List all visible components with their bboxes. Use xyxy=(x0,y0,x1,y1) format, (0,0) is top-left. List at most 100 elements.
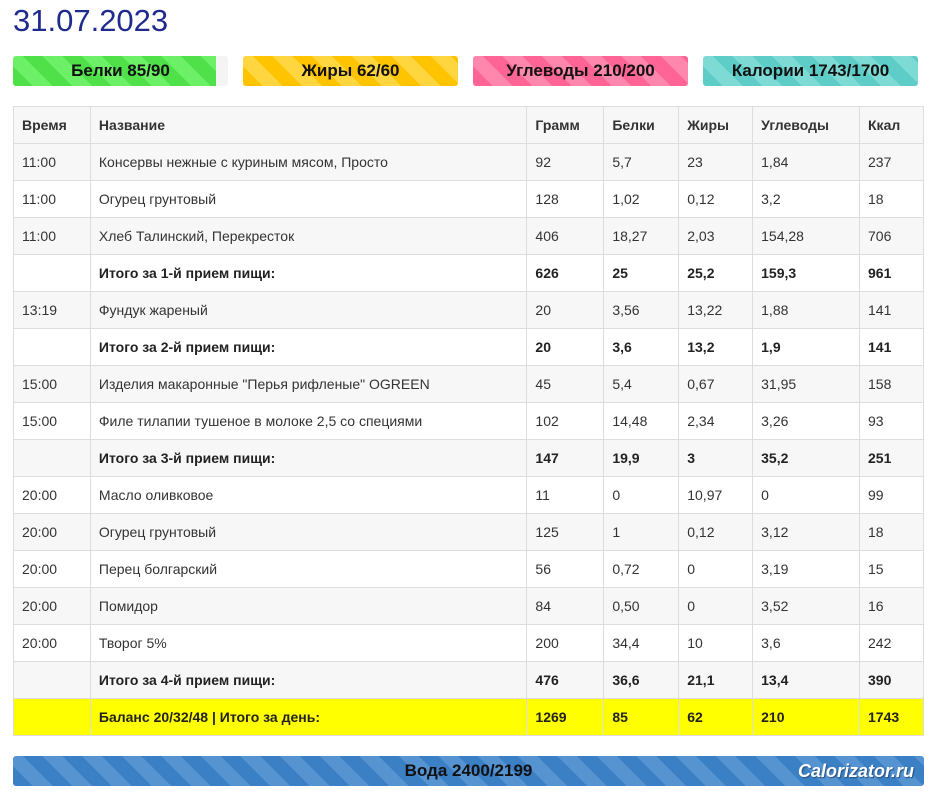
cell-name: Перец болгарский xyxy=(89,550,528,588)
cell-protein: 25 xyxy=(603,254,680,292)
cell-protein: 0 xyxy=(603,476,680,514)
water-progress-bar: Вода 2400/2199 Calorizator.ru xyxy=(13,756,924,786)
cell-time: 20:00 xyxy=(13,624,91,662)
cell-grams: 102 xyxy=(526,402,605,440)
cell-carbs: 1,84 xyxy=(752,143,861,181)
cell-fat: 10,97 xyxy=(678,476,754,514)
cell-protein: 1 xyxy=(603,513,680,551)
column-header-fat: Жиры xyxy=(678,106,754,144)
carbs-progress-bar: Углеводы 210/200 xyxy=(473,56,688,86)
cell-name: Филе тилапии тушеное в молоке 2,5 со спе… xyxy=(89,402,528,440)
cell-grams: 125 xyxy=(526,513,605,551)
cell-carbs: 0 xyxy=(752,476,861,514)
table-row: 20:00 Перец болгарский 56 0,72 0 3,19 15 xyxy=(13,550,924,588)
table-header-row: Время Название Грамм Белки Жиры Углеводы… xyxy=(13,106,924,144)
meal-subtotal-row: Итого за 3-й прием пищи: 147 19,9 3 35,2 251 xyxy=(13,439,924,477)
cell-time: 11:00 xyxy=(13,217,91,255)
column-header-grams: Грамм xyxy=(526,106,605,144)
table-row: 20:00 Творог 5% 200 34,4 10 3,6 242 xyxy=(13,624,924,662)
cell-protein: 0,50 xyxy=(603,587,680,625)
protein-progress-label: Белки 85/90 xyxy=(71,61,170,80)
cell-protein: 36,6 xyxy=(603,661,680,699)
column-header-kcal: Ккал xyxy=(859,106,924,144)
cell-grams: 476 xyxy=(526,661,605,699)
cell-name: Огурец грунтовый xyxy=(89,513,528,551)
cell-fat: 3 xyxy=(678,439,754,477)
cell-fat: 62 xyxy=(678,698,754,736)
cell-name: Итого за 1-й прием пищи: xyxy=(89,254,528,292)
cell-time: 20:00 xyxy=(13,587,91,625)
calories-progress-bar: Калории 1743/1700 xyxy=(703,56,918,86)
cell-grams: 200 xyxy=(526,624,605,662)
carbs-progress-label: Углеводы 210/200 xyxy=(506,61,655,80)
cell-kcal: 242 xyxy=(859,624,924,662)
cell-name: Творог 5% xyxy=(89,624,528,662)
cell-name: Масло оливковое xyxy=(89,476,528,514)
fat-progress-bar: Жиры 62/60 xyxy=(243,56,458,86)
fat-progress-label: Жиры 62/60 xyxy=(301,61,400,80)
brand-watermark: Calorizator.ru xyxy=(797,760,914,781)
table-row: 11:00 Консервы нежные с куриным мясом, Пр… xyxy=(13,143,924,181)
cell-carbs: 1,9 xyxy=(752,328,861,366)
cell-grams: 626 xyxy=(526,254,605,292)
cell-fat: 13,2 xyxy=(678,328,754,366)
cell-kcal: 706 xyxy=(859,217,924,255)
cell-fat: 23 xyxy=(678,143,754,181)
cell-time xyxy=(13,661,91,699)
protein-progress-bar: Белки 85/90 xyxy=(13,56,228,86)
cell-name: Итого за 2-й прием пищи: xyxy=(89,328,528,366)
cell-fat: 0,12 xyxy=(678,513,754,551)
cell-protein: 3,56 xyxy=(603,291,680,329)
cell-fat: 0 xyxy=(678,587,754,625)
cell-grams: 20 xyxy=(526,328,605,366)
cell-name: Изделия макаронные "Перья рифленые" OGRE… xyxy=(89,365,528,403)
cell-kcal: 237 xyxy=(859,143,924,181)
calories-progress-label: Калории 1743/1700 xyxy=(731,61,890,80)
table-row: 20:00 Масло оливковое 11 0 10,97 0 99 xyxy=(13,476,924,514)
cell-kcal: 18 xyxy=(859,513,924,551)
cell-fat: 13,22 xyxy=(678,291,754,329)
cell-name: Фундук жареный xyxy=(89,291,528,329)
cell-time: 20:00 xyxy=(13,513,91,551)
cell-fat: 2,03 xyxy=(678,217,754,255)
cell-carbs: 3,19 xyxy=(752,550,861,588)
cell-fat: 0 xyxy=(678,550,754,588)
cell-name: Итого за 4-й прием пищи: xyxy=(89,661,528,699)
cell-name: Помидор xyxy=(89,587,528,625)
meal-subtotal-row: Итого за 2-й прием пищи: 20 3,6 13,2 1,9 141 xyxy=(13,328,924,366)
table-row: 15:00 Изделия макаронные "Перья рифленые"… xyxy=(13,365,924,403)
cell-protein: 14,48 xyxy=(603,402,680,440)
column-header-time: Время xyxy=(13,106,91,144)
cell-carbs: 35,2 xyxy=(752,439,861,477)
calories-progress-fill xyxy=(703,56,918,86)
cell-name: Баланс 20/32/48 | Итого за день: xyxy=(89,698,528,736)
cell-kcal: 1743 xyxy=(859,698,924,736)
cell-fat: 0,12 xyxy=(678,180,754,218)
cell-kcal: 18 xyxy=(859,180,924,218)
cell-kcal: 99 xyxy=(859,476,924,514)
protein-progress-fill xyxy=(13,56,216,86)
cell-time: 13:19 xyxy=(13,291,91,329)
meal-subtotal-row: Итого за 1-й прием пищи: 626 25 25,2 159,3 96… xyxy=(13,254,924,292)
day-total-row: Баланс 20/32/48 | Итого за день: 1269 85 62… xyxy=(13,698,924,736)
column-header-name: Название xyxy=(89,106,528,144)
cell-time xyxy=(13,254,91,292)
table-row: 15:00 Филе тилапии тушеное в молоке 2,5 с… xyxy=(13,402,924,440)
cell-time: 20:00 xyxy=(13,476,91,514)
cell-time: 11:00 xyxy=(13,143,91,181)
food-diary-table: Время Название Грамм Белки Жиры Углеводы… xyxy=(13,106,924,736)
cell-fat: 21,1 xyxy=(678,661,754,699)
cell-kcal: 141 xyxy=(859,291,924,329)
cell-carbs: 1,88 xyxy=(752,291,861,329)
cell-grams: 56 xyxy=(526,550,605,588)
meal-subtotal-row: Итого за 4-й прием пищи: 476 36,6 21,1 13,4 3… xyxy=(13,661,924,699)
cell-protein: 34,4 xyxy=(603,624,680,662)
cell-protein: 85 xyxy=(603,698,680,736)
table-row: 20:00 Помидор 84 0,50 0 3,52 16 xyxy=(13,587,924,625)
table-row: 11:00 Огурец грунтовый 128 1,02 0,12 3,2 18 xyxy=(13,180,924,218)
cell-kcal: 15 xyxy=(859,550,924,588)
table-row: 13:19 Фундук жареный 20 3,56 13,22 1,88 141 xyxy=(13,291,924,329)
cell-carbs: 31,95 xyxy=(752,365,861,403)
cell-kcal: 16 xyxy=(859,587,924,625)
cell-grams: 11 xyxy=(526,476,605,514)
